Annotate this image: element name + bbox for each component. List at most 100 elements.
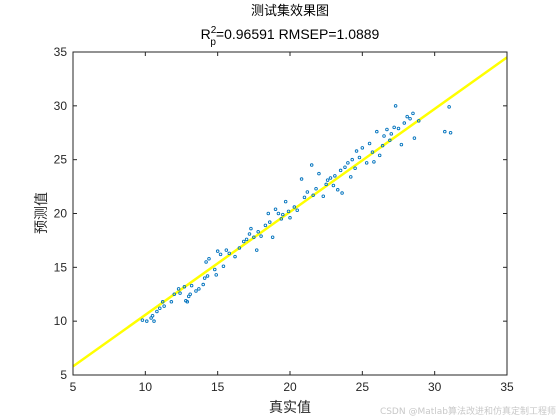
- data-point-1: [140, 318, 145, 322]
- data-point-65: [324, 182, 328, 187]
- data-point-97: [405, 114, 409, 119]
- data-point-69: [333, 174, 337, 178]
- y-tick-label-10: 10: [54, 314, 68, 328]
- data-point-53: [286, 209, 291, 214]
- ticks-layer: 5 10 15 20 25 30 35 5 10 15 20 25 30 35: [54, 45, 514, 394]
- data-point-54: [288, 216, 292, 220]
- y-tick-label-35: 35: [54, 45, 68, 59]
- data-point-103: [447, 105, 451, 109]
- data-point-78: [354, 149, 359, 153]
- data-point-96: [402, 121, 407, 125]
- data-point-85: [375, 129, 379, 134]
- data-point-42: [256, 230, 260, 234]
- data-point-44: [263, 223, 268, 228]
- x-tick-label-25: 25: [356, 380, 370, 394]
- data-point-23: [202, 276, 207, 280]
- subtitle-r-subscript: p: [210, 37, 216, 48]
- y-tick-label-20: 20: [54, 207, 68, 221]
- data-point-92: [392, 125, 396, 130]
- data-point-80: [360, 146, 365, 150]
- data-point-29: [215, 249, 220, 253]
- y-tick-label-30: 30: [54, 99, 68, 113]
- data-point-13: [178, 291, 182, 295]
- data-point-55: [292, 205, 297, 209]
- x-tick-label-20: 20: [283, 380, 297, 394]
- subtitle-r-superscript: 2: [211, 25, 217, 36]
- data-point-14: [182, 284, 187, 289]
- data-point-94: [396, 126, 401, 131]
- data-point-71: [338, 168, 343, 173]
- data-point-98: [408, 116, 412, 121]
- data-point-18: [188, 292, 192, 297]
- data-point-22: [201, 282, 205, 287]
- data-point-2: [145, 319, 149, 323]
- data-point-49: [276, 211, 281, 216]
- watermark: CSDN @Matlab算法改进和仿真定制工程师: [380, 405, 556, 417]
- data-point-83: [370, 150, 375, 154]
- data-point-8: [160, 300, 165, 304]
- data-point-66: [325, 178, 330, 182]
- data-point-48: [273, 207, 278, 211]
- data-point-93: [393, 104, 398, 108]
- data-point-90: [388, 138, 392, 143]
- data-point-72: [340, 191, 344, 195]
- data-point-75: [349, 175, 353, 179]
- data-point-19: [189, 283, 194, 288]
- data-point-59: [305, 190, 310, 194]
- data-point-70: [335, 188, 340, 192]
- data-point-50: [279, 217, 284, 221]
- data-point-25: [205, 274, 210, 278]
- data-points-layer: [140, 104, 453, 323]
- data-point-6: [155, 309, 159, 314]
- data-point-56: [295, 208, 299, 213]
- data-point-74: [346, 161, 350, 165]
- data-point-24: [204, 260, 208, 264]
- y-axis-label: 预测值: [34, 192, 50, 234]
- data-point-12: [176, 287, 181, 291]
- data-point-39: [249, 226, 253, 231]
- data-point-82: [367, 141, 372, 146]
- data-point-35: [237, 246, 242, 250]
- data-point-33: [227, 251, 231, 256]
- data-point-58: [302, 195, 307, 200]
- data-point-68: [331, 183, 336, 188]
- chart-title: 测试集效果图: [251, 3, 329, 19]
- y-tick-label-25: 25: [54, 153, 68, 167]
- data-point-26: [207, 256, 211, 261]
- x-tick-label-15: 15: [211, 380, 225, 394]
- data-point-38: [247, 232, 252, 236]
- data-point-20: [194, 289, 198, 293]
- chart-subtitle: R2 p=0.96591 RMSEP=1.0889: [201, 25, 380, 48]
- data-point-84: [372, 160, 376, 164]
- data-point-57: [299, 177, 304, 181]
- y-tick-label-15: 15: [54, 260, 68, 274]
- data-point-100: [412, 136, 417, 140]
- data-point-51: [281, 212, 285, 217]
- data-point-67: [328, 176, 333, 180]
- data-point-36: [241, 239, 246, 244]
- data-point-88: [382, 134, 386, 138]
- plot-area: [73, 52, 507, 375]
- data-point-5: [152, 319, 156, 323]
- x-tick-label-30: 30: [428, 380, 442, 394]
- data-point-37: [244, 237, 249, 242]
- data-point-47: [270, 235, 275, 239]
- data-point-31: [221, 264, 226, 269]
- data-point-104: [448, 130, 453, 135]
- data-point-95: [399, 142, 404, 147]
- data-point-52: [283, 199, 288, 204]
- data-point-11: [172, 292, 177, 297]
- data-point-10: [169, 300, 174, 304]
- data-point-34: [233, 254, 237, 259]
- data-point-27: [213, 267, 217, 272]
- data-point-28: [214, 273, 218, 277]
- data-point-62: [314, 186, 318, 191]
- data-point-63: [317, 171, 321, 176]
- data-point-81: [364, 161, 369, 165]
- y-tick-label-5: 5: [60, 368, 67, 382]
- data-point-43: [259, 234, 263, 238]
- data-point-86: [377, 153, 382, 158]
- data-point-45: [266, 211, 271, 216]
- subtitle-r-symbol: R: [201, 26, 211, 42]
